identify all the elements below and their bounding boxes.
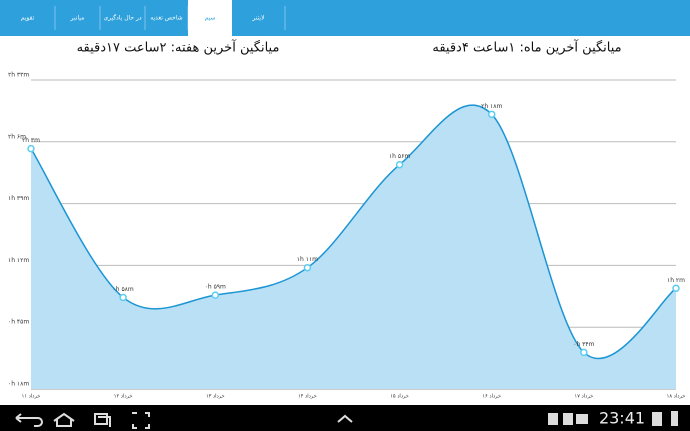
point [303, 263, 312, 272]
nav-icons [15, 412, 353, 429]
value-label: ۲h ۱۸m [481, 103, 502, 110]
tab[interactable]: تقویم [21, 15, 35, 22]
y-tick-label: ۰h ۱۸m [8, 381, 29, 388]
battery-icon [671, 411, 678, 426]
tab-bar [0, 0, 690, 36]
value-label: ۱h ۱۱m [297, 256, 318, 263]
x-tick-label: ۱۶ خرداد [482, 394, 501, 400]
point [672, 284, 680, 293]
x-tick-label: ۱۳ خرداد [206, 394, 225, 400]
tab[interactable]: لایتنر [251, 15, 264, 22]
screenshot-button[interactable] [132, 412, 150, 429]
month-average: میانگین آخرین ماه: ۱ساعت ۴دقیقه [432, 39, 621, 56]
x-tick-label: ۱۲ خرداد [114, 394, 133, 400]
week-average: میانگین آخرین هفته: ۲ساعت ۱۷دقیقه [77, 39, 280, 56]
point [211, 291, 220, 299]
area [31, 105, 676, 389]
point [119, 293, 127, 302]
status-icon [563, 413, 573, 425]
x-tick-label: ۱۷ خرداد [575, 394, 594, 400]
x-tick-label: ۱۸ خرداد [667, 394, 686, 400]
y-tick-label: ۱h ۱۲m [8, 257, 29, 264]
back-button[interactable] [15, 413, 43, 427]
home-button[interactable] [53, 412, 75, 427]
tab-selected-bg [188, 0, 232, 36]
status-icon [576, 414, 588, 424]
nav-bar [0, 405, 690, 431]
y-tick-label: ۲h ۶m [8, 133, 26, 140]
value-label: ۲h ۳m [22, 137, 40, 144]
value-label: ۱h ۲m [667, 277, 685, 284]
x-tick-label: ۱۵ خرداد [390, 394, 409, 400]
tabs: تقویم میانبر در حال یادگیری شاخص تغذیه سیم لا… [21, 0, 286, 36]
x-tick-label: ۱۴ خرداد [298, 394, 317, 400]
signal-icon [652, 412, 662, 426]
status-time: 23:41 [599, 409, 645, 428]
y-tick-label: ۲h ۳۳m [8, 72, 29, 79]
up-button[interactable] [337, 414, 353, 423]
recent-button[interactable] [94, 413, 111, 427]
value-label: ۱h ۵۶m [389, 153, 410, 160]
point [487, 110, 496, 119]
status-icons [548, 411, 678, 426]
x-tick-label: ۱۱ خرداد [22, 394, 41, 400]
tab[interactable]: سیم [205, 15, 216, 22]
y-tick-label: ۰h ۴۵m [8, 319, 29, 326]
point [27, 144, 35, 153]
status-icon [548, 413, 558, 425]
value-label: ۰h ۵۸m [113, 286, 134, 293]
tab[interactable]: شاخص تغذیه [150, 15, 182, 22]
point [580, 348, 588, 357]
value-label: ۰h ۵۹m [205, 284, 226, 291]
y-tick-label: ۱h ۳۹m [8, 195, 29, 202]
point [395, 160, 404, 169]
tab[interactable]: میانبر [70, 15, 85, 22]
chart: ۰h ۱۸m ۰h ۴۵m ۱h ۱۲m ۱h ۳۹m ۲h ۶m ۲h ۳۳m ۲h ۳m… [8, 72, 685, 400]
tab[interactable]: در حال یادگیری [103, 14, 141, 22]
value-label: ۰h ۳۴m [573, 341, 594, 348]
